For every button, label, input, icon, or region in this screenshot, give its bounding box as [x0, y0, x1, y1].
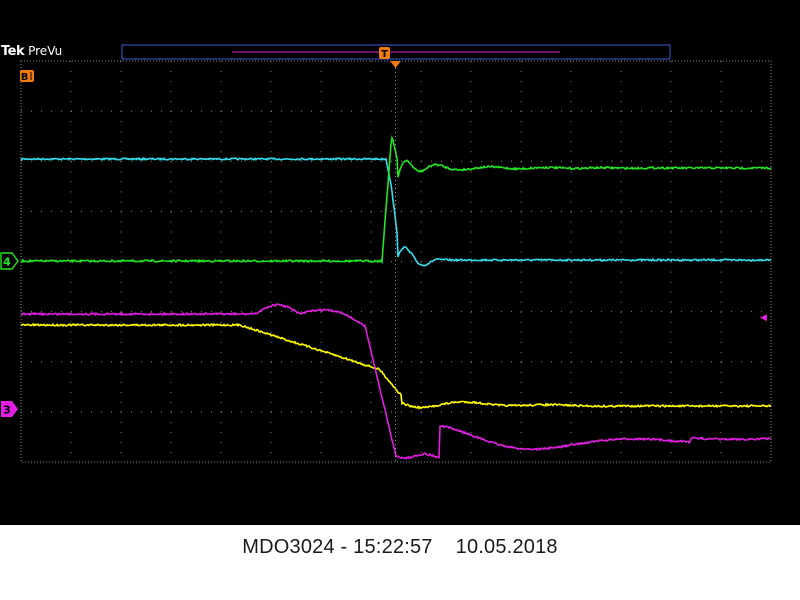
waveform-screen: T B 4 3 ◀ [0, 44, 772, 463]
record-view-outline [121, 44, 671, 60]
svg-text:3: 3 [3, 404, 11, 417]
graticule-border [20, 60, 772, 463]
channel-1-waveform [20, 322, 772, 410]
channel-4-waveform [20, 134, 772, 265]
screenshot-caption: MDO3024 - 15:22:57 10.05.2018 [242, 536, 558, 558]
channel-3-waveform [20, 303, 772, 460]
channel-4-ground-marker[interactable]: 4 [0, 252, 19, 270]
bus-b-marker: B [20, 70, 34, 83]
oscilloscope-display: T B 4 3 ◀ Tek [0, 0, 800, 525]
svg-text:4: 4 [3, 256, 11, 269]
acquisition-mode-label: PreVu [28, 44, 63, 58]
svg-text:B: B [21, 72, 29, 83]
record-view-bar[interactable]: T [121, 44, 671, 60]
trigger-position-marker[interactable] [390, 61, 401, 68]
record-view-trigger-label: T [381, 49, 388, 60]
record-view-trigger-box [379, 47, 390, 59]
brand-logo: Tek [1, 44, 25, 59]
instrument-brand: Tek PreVu [1, 44, 62, 60]
offscreen-level-marker[interactable]: ◀ [760, 313, 767, 323]
channel-3-ground-marker[interactable]: 3 [1, 401, 18, 417]
channel-2-waveform [20, 156, 772, 267]
waveforms [20, 134, 772, 460]
graticule [20, 60, 772, 463]
